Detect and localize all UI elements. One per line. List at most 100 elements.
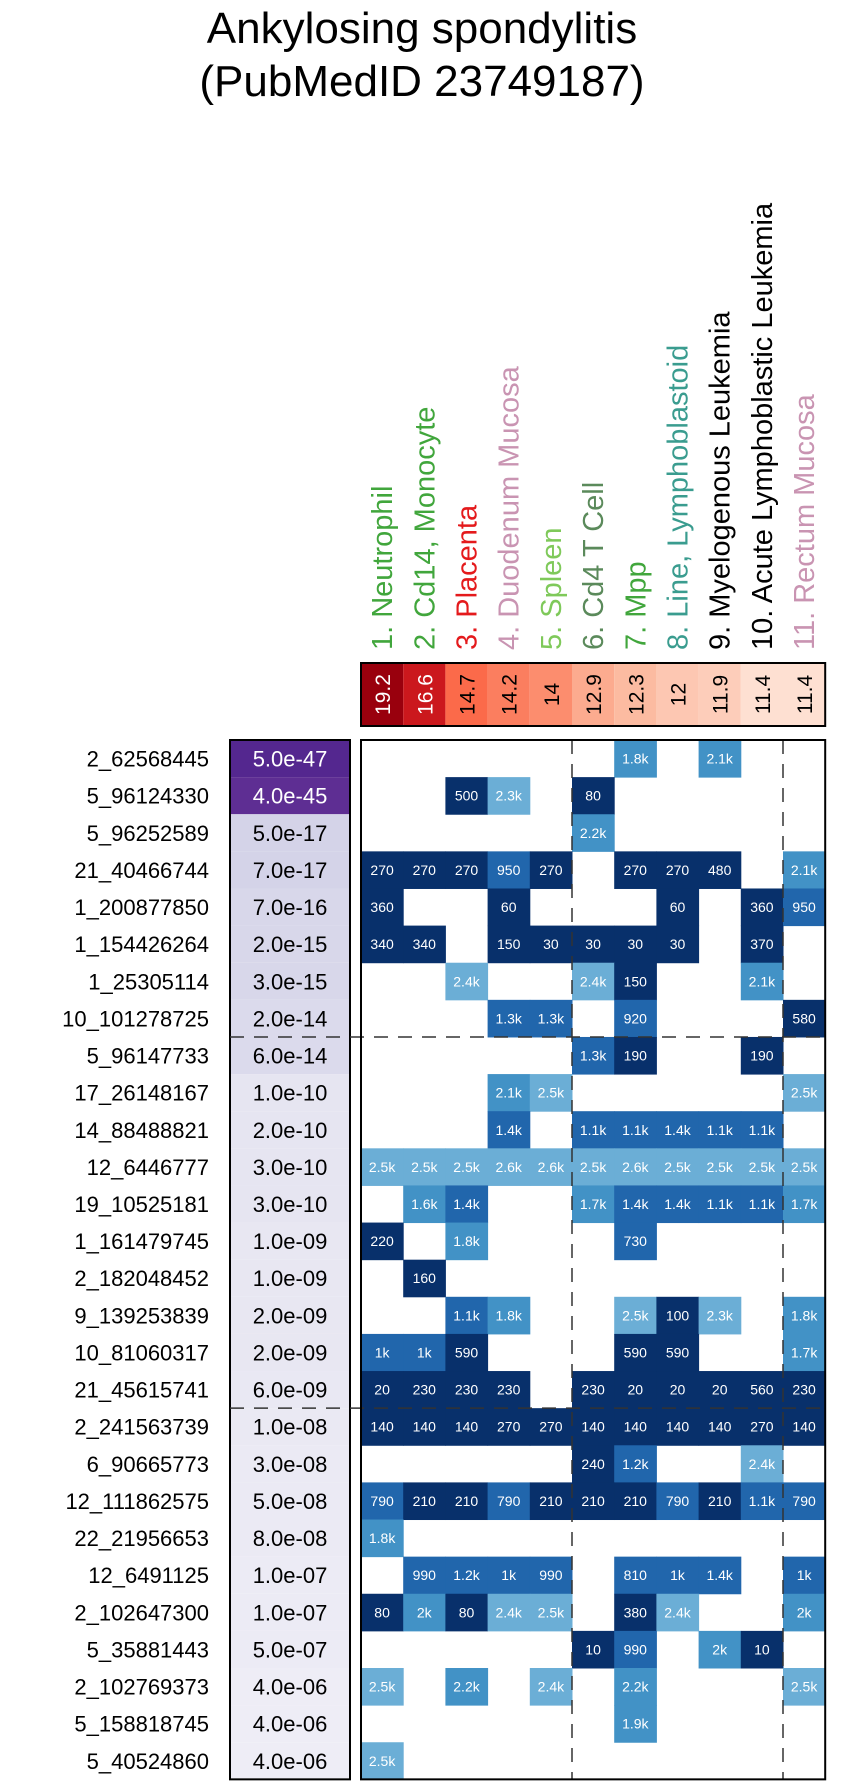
heatmap-cell	[614, 851, 657, 889]
heatmap-cell-label: 1k	[375, 1344, 391, 1360]
heatmap-cell	[698, 851, 742, 889]
snp-labels: 2_62568445 5_96124330 5_96252589 21_4046674…	[62, 747, 209, 1774]
heatmap-cell	[614, 999, 657, 1038]
heatmap-cell	[361, 1371, 404, 1409]
heatmap-cell	[783, 851, 826, 889]
heatmap-cell-label: 1.2k	[622, 1456, 649, 1472]
heatmap-cell	[614, 925, 657, 964]
pvalue-text: 2.0e-09	[253, 1340, 328, 1365]
column-labels: 1. Neutrophil 2. Cd14, Monocyte 3. Placent…	[367, 202, 821, 650]
heatmap-cell-label: 2.5k	[369, 1753, 396, 1769]
score-cell	[783, 663, 826, 726]
pvalue-cell	[230, 999, 350, 1037]
heatmap-cell-label: 10	[585, 1641, 601, 1657]
pvalue-cell	[230, 1296, 350, 1334]
snp-label: 1_200877850	[74, 895, 209, 920]
score-value: 11.9	[710, 675, 733, 714]
heatmap-cell-label: 140	[792, 1419, 816, 1435]
snp-label: 5_96252589	[87, 821, 209, 846]
heatmap-cell	[740, 1148, 784, 1186]
pvalue-cell	[230, 1371, 350, 1409]
heatmap-cell-label: 10	[754, 1641, 770, 1657]
heatmap-cell	[656, 1148, 700, 1186]
pvalue-cell	[230, 962, 350, 1000]
heatmap-cell	[445, 1668, 489, 1706]
pvalue-text: 6.0e-09	[253, 1378, 328, 1403]
heatmap-cell-label: 1.1k	[453, 1307, 480, 1323]
heatmap-cell	[361, 1593, 404, 1632]
score-value: 14.2	[499, 674, 522, 715]
heatmap-cell-label: 1.3k	[580, 1048, 607, 1064]
heatmap-cell-label: 190	[624, 1048, 648, 1064]
heatmap-cell-label: 340	[413, 936, 437, 952]
heatmap-cell-label: 2.5k	[538, 1085, 565, 1101]
pvalue-cell	[230, 1519, 350, 1557]
heatmap-cell-label: 2.4k	[538, 1679, 565, 1695]
heatmap-cell-label: 2k	[712, 1641, 728, 1657]
heatmap-cell	[656, 1296, 700, 1335]
column-label: 4. Duodenum Mucosa	[494, 365, 526, 650]
heatmap-cell-label: 1.8k	[495, 1307, 522, 1323]
pvalue-cell	[230, 1036, 350, 1075]
heatmap-cell-label: 270	[539, 1419, 563, 1435]
snp-label: 10_101278725	[62, 1006, 209, 1031]
pvalue-frame	[229, 739, 351, 1781]
snp-label: 5_35881443	[87, 1637, 209, 1662]
heatmap-cell	[403, 1185, 446, 1224]
heatmap-cell-label: 2.5k	[791, 1159, 818, 1175]
pvalue-text: 1.0e-10	[253, 1081, 328, 1106]
score-cell	[614, 663, 657, 726]
heatmap-cell-label: 2.5k	[706, 1159, 733, 1175]
heatmap-cell	[572, 1036, 615, 1075]
heatmap-cell-label: 2.5k	[749, 1159, 776, 1175]
heatmap-cell-label: 2.6k	[495, 1159, 522, 1175]
heatmap-cell-label: 2.2k	[580, 825, 607, 841]
heatmap-cell	[487, 1074, 531, 1112]
pvalue-cell	[230, 1668, 350, 1706]
heatmap-cell	[445, 1556, 489, 1595]
heatmap-cell-label: 230	[792, 1382, 816, 1398]
heatmap-cell	[361, 1482, 404, 1521]
heatmap-cell	[783, 1408, 826, 1446]
heatmap-cell	[487, 1593, 531, 1632]
score-value: 11.4	[794, 675, 817, 715]
column-label: 10. Acute Lymphoblastic Leukemia	[747, 202, 779, 650]
heatmap-cell-label: 210	[624, 1493, 648, 1509]
heatmap-cell-label: 30	[543, 936, 559, 952]
heatmap-cell-label: 140	[455, 1419, 479, 1435]
heatmap-cell-label: 1k	[501, 1567, 517, 1583]
heatmap-cell-label: 1.4k	[453, 1196, 480, 1212]
pvalue-text: 5.0e-07	[253, 1637, 328, 1662]
heatmap-cell-label: 270	[413, 862, 437, 878]
heatmap-cell-label: 590	[666, 1344, 690, 1360]
heatmap-cell-label: 2.5k	[664, 1159, 691, 1175]
heatmap-cell-label: 1.3k	[538, 1010, 565, 1026]
heatmap-cell-label: 150	[497, 936, 521, 952]
heatmap-cell	[656, 925, 700, 964]
snp-label: 9_139253839	[74, 1303, 209, 1328]
heatmap-cell-label: 2.6k	[538, 1159, 565, 1175]
heatmap-cell	[529, 851, 573, 889]
heatmap-cell-label: 240	[581, 1456, 605, 1472]
score-cell	[361, 663, 404, 726]
heatmap-cell	[740, 1630, 784, 1669]
score-value: 16.6	[414, 674, 437, 715]
heatmap-cell	[487, 1556, 531, 1595]
heatmap-cell	[572, 814, 615, 852]
heatmap-cell-label: 20	[628, 1382, 644, 1398]
pvalue-cell	[230, 1185, 350, 1223]
heatmap-cell-label: 220	[370, 1233, 394, 1249]
heatmap-cell	[529, 1148, 573, 1186]
heatmap-cell-label: 590	[624, 1344, 648, 1360]
heatmap-cell	[487, 1482, 531, 1521]
heatmap-cell	[698, 1408, 742, 1446]
heatmap-cell-label: 2.5k	[580, 1159, 607, 1175]
pvalue-cell	[230, 1222, 350, 1260]
heatmap-cell	[403, 1148, 446, 1186]
heatmap-cell	[614, 1630, 657, 1669]
snp-label: 12_6491125	[88, 1563, 209, 1588]
enrichment-score-row: 19.2 16.6 14.7 14.2 14 12.9 12.3 12 11.9 11.4 11.4	[360, 662, 827, 727]
pvalue-text: 5.0e-47	[253, 747, 328, 772]
score-cell	[572, 663, 615, 726]
heatmap-cell	[614, 1148, 657, 1186]
